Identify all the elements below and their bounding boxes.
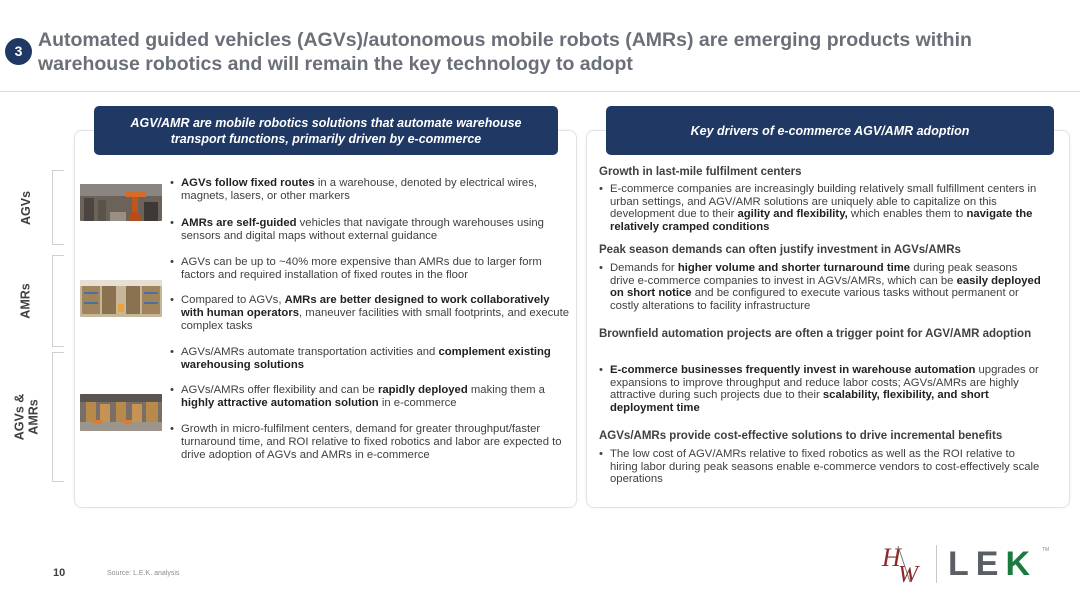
- driver-text: Demands for higher volume and shorter tu…: [599, 262, 1044, 312]
- driver-heading: Growth in last-mile fulfilment centers: [599, 166, 802, 178]
- header-divider: [0, 91, 1080, 92]
- hw-logo: H W: [880, 542, 930, 588]
- lek-logo: LEK: [948, 545, 1038, 583]
- slide-header: 3 Automated guided vehicles (AGVs)/auton…: [0, 0, 1080, 92]
- bullet-growth-drivers: Growth in micro-fulfilment centers, dema…: [170, 423, 575, 462]
- bracket-agvs: [52, 170, 64, 245]
- bullet-complement-solutions: AGVs/AMRs automate transportation activi…: [170, 346, 575, 372]
- warehouse-robots-photo: [80, 394, 162, 431]
- driver-heading: Brownfield automation projects are often…: [599, 328, 1032, 340]
- step-number-badge: 3: [5, 38, 32, 65]
- driver-text: E-commerce businesses frequently invest …: [599, 364, 1044, 414]
- bullet-agv-cost: AGVs can be up to ~40% more expensive th…: [170, 256, 575, 282]
- side-label-agvs-amrs: AGVs & AMRs: [12, 393, 41, 441]
- side-label-agvs: AGVs: [19, 190, 34, 225]
- driver-text: The low cost of AGV/AMRs relative to fix…: [599, 448, 1044, 486]
- bullet-amr-self-guided: AMRs are self-guided vehicles that navig…: [170, 217, 575, 243]
- bullet-agv-fixed-routes: AGVs follow fixed routes in a warehouse,…: [170, 177, 575, 203]
- driver-heading: AGVs/AMRs provide cost-effective solutio…: [599, 430, 1003, 442]
- warehouse-shelves-photo: [80, 280, 162, 317]
- right-banner: Key drivers of e-commerce AGV/AMR adopti…: [606, 106, 1054, 155]
- bullet-flexibility: AGVs/AMRs offer flexibility and can be r…: [170, 384, 575, 410]
- svg-text:W: W: [898, 562, 920, 586]
- side-label-amrs: AMRs: [19, 283, 34, 319]
- page-number: 10: [53, 567, 66, 579]
- driver-text: E-commerce companies are increasingly bu…: [599, 183, 1044, 233]
- logo-separator: [936, 545, 937, 583]
- bracket-agvs-amrs: [52, 352, 64, 482]
- source-note: Source: L.E.K. analysis: [107, 570, 180, 577]
- slide-title: Automated guided vehicles (AGVs)/autonom…: [38, 29, 972, 75]
- left-banner: AGV/AMR are mobile robotics solutions th…: [94, 106, 558, 155]
- trademark-mark: TM: [1042, 547, 1050, 553]
- driver-heading: Peak season demands can often justify in…: [599, 244, 961, 256]
- robotic-arm-warehouse-photo: [80, 184, 162, 221]
- bracket-amrs: [52, 255, 64, 347]
- bullet-amr-collaborative: Compared to AGVs, AMRs are better design…: [170, 294, 575, 333]
- svg-text:H: H: [881, 543, 902, 572]
